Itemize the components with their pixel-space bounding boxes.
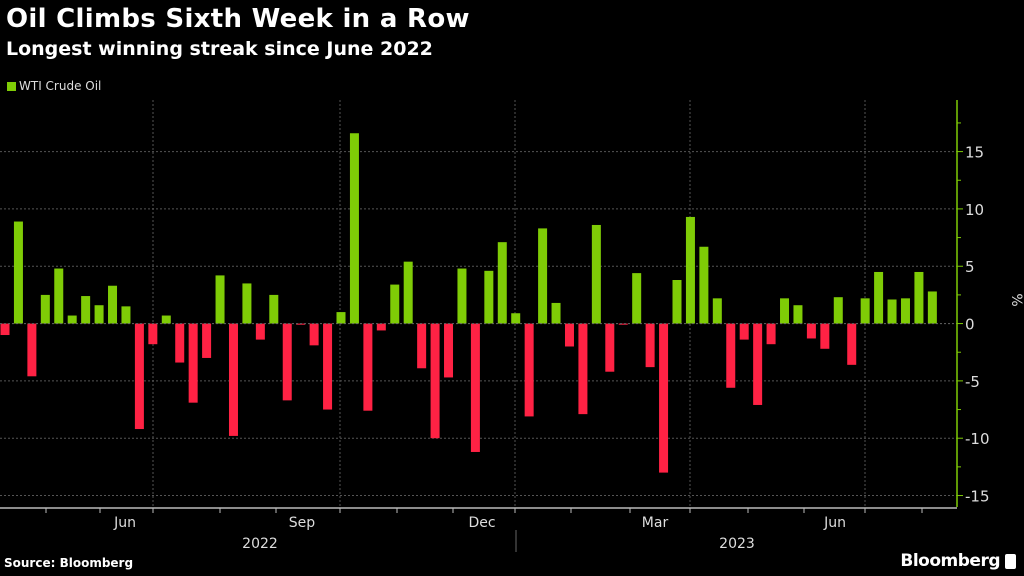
bar: 2022-10-14: -7.6% <box>363 323 373 411</box>
bar: 2022-10-28: 3.4% <box>390 284 400 324</box>
bar: 2022-04-22: -4.6% <box>27 323 37 377</box>
x-year-label: 2022 <box>242 536 278 552</box>
bar: 2023-02-24: -0.1% <box>618 323 628 325</box>
bar: 2023-06-30: 2.2% <box>860 298 870 324</box>
y-axis-label: % <box>1008 293 1024 306</box>
bar: 2022-12-02: 4.8% <box>457 268 467 324</box>
bar: 2022-08-05: -9.8% <box>228 323 238 436</box>
bar: 2022-05-27: 1.6% <box>94 305 104 324</box>
bar: 2023-04-07: 6.7% <box>699 246 709 324</box>
bar: 2023-08-04: 2.8% <box>927 291 937 324</box>
bar: 2022-08-19: -1.4% <box>255 323 265 340</box>
bar: 2022-11-04: 5.4% <box>403 261 413 324</box>
bar: 2022-09-30: 1% <box>336 312 346 324</box>
bar: 2022-05-06: 4.8% <box>54 268 64 324</box>
bar: 2023-03-03: 4.4% <box>632 273 642 324</box>
bar: 2023-07-14: 2.1% <box>887 299 897 324</box>
y-tick-label: 0 <box>965 316 975 334</box>
bar: 2022-12-09: -11.2% <box>470 323 480 452</box>
y-tick-label: 10 <box>965 201 984 219</box>
bloomberg-logo: Bloomberg <box>900 551 1016 571</box>
brand-text: Bloomberg <box>900 551 1000 571</box>
bar: 2022-07-08: -3.4% <box>175 323 185 363</box>
bar: 2022-12-23: 7.1% <box>497 242 507 324</box>
y-tick-label: -5 <box>965 373 980 391</box>
y-tick-label: 5 <box>965 258 975 276</box>
bar: 2022-11-18: -10% <box>430 323 440 439</box>
bar: 2022-04-08: -1% <box>0 323 10 336</box>
x-tick-label: Mar <box>642 515 669 531</box>
bar: 2022-04-29: 2.5% <box>40 294 50 324</box>
bar: 2022-12-16: 4.6% <box>484 270 494 324</box>
bar: 2023-01-27: -2% <box>564 323 574 347</box>
bar: 2023-06-02: -1.3% <box>806 323 816 339</box>
bar: 2023-05-05: -7.1% <box>753 323 763 405</box>
bar: 2023-02-10: 8.6% <box>591 224 601 324</box>
bar: 2022-09-16: -1.9% <box>309 323 319 346</box>
y-tick-label: 15 <box>965 144 984 162</box>
bar: 2022-07-01: 0.7% <box>161 315 171 324</box>
bar: 2023-03-10: -3.8% <box>645 323 655 368</box>
x-tick-label: Jun <box>113 515 136 531</box>
bar: 2022-09-23: -7.5% <box>323 323 333 410</box>
bar: 2023-01-13: 8.3% <box>538 228 548 324</box>
bar: 2023-07-21: 2.2% <box>900 298 910 324</box>
bar: 2022-08-12: 3.5% <box>242 283 252 324</box>
bar: 2022-05-20: 2.4% <box>81 296 91 324</box>
bar: 2023-05-26: 1.6% <box>793 305 803 324</box>
bar: 2022-07-22: -3% <box>202 323 212 358</box>
legend-label: WTI Crude Oil <box>19 79 102 93</box>
bar: 2023-07-28: 4.5% <box>914 271 924 324</box>
bar: 2022-07-15: -6.9% <box>188 323 198 403</box>
bar: 2023-03-24: 3.8% <box>672 279 682 324</box>
bar: 2023-05-19: 2.2% <box>780 298 790 324</box>
legend-swatch <box>7 81 16 91</box>
bar: 2023-05-12: -1.8% <box>766 323 776 345</box>
bar: 2023-04-14: 2.2% <box>712 298 722 324</box>
bar: 2023-02-17: -4.2% <box>605 323 615 372</box>
bar: 2023-06-16: 2.3% <box>833 297 843 324</box>
bar: 2022-06-17: -9.2% <box>134 323 144 430</box>
y-tick-label: -15 <box>965 488 990 506</box>
bar: 2023-06-23: -3.6% <box>847 323 857 365</box>
x-tick-label: Sep <box>289 515 316 531</box>
bar: 2023-04-28: -1.4% <box>739 323 749 340</box>
bar: 2022-10-07: 16.6% <box>349 133 359 324</box>
bar: 2023-02-03: -7.9% <box>578 323 588 415</box>
bar: 2022-05-13: 0.7% <box>67 315 77 324</box>
bloomberg-chart-icon <box>1005 553 1016 569</box>
bar: 2022-04-15: 8.9% <box>13 221 23 324</box>
chart-title: Oil Climbs Sixth Week in a Row <box>6 4 470 34</box>
bar: 2022-07-29: 4.2% <box>215 275 225 324</box>
bar: 2023-01-06: -8.1% <box>524 323 534 417</box>
bar: 2023-06-09: -2.2% <box>820 323 830 349</box>
x-tick-label: Jun <box>823 515 846 531</box>
bar: 2022-09-02: -6.7% <box>282 323 292 401</box>
bar: 2023-04-21: -5.6% <box>726 323 736 388</box>
bar: 2022-09-09: -0.1% <box>296 323 306 325</box>
bar: 2022-08-26: 2.5% <box>269 294 279 324</box>
bar: 2023-03-17: -13% <box>659 323 669 473</box>
bar: 2022-11-11: -3.9% <box>417 323 427 369</box>
source-note: Source: Bloomberg <box>4 556 134 570</box>
bar: 2022-12-30: 0.9% <box>511 313 521 324</box>
chart-subtitle: Longest winning streak since June 2022 <box>6 38 433 60</box>
bar: 2022-06-24: -1.8% <box>148 323 158 345</box>
bar: 2022-06-10: 1.5% <box>121 306 131 324</box>
bar: 2023-03-31: 9.3% <box>685 216 695 324</box>
bar: 2023-01-20: 1.8% <box>551 302 561 324</box>
bar: 2023-07-07: 4.5% <box>874 271 884 324</box>
bar: 2022-10-21: -0.6% <box>376 323 386 331</box>
x-year-label: 2023 <box>719 536 755 552</box>
y-tick-label: -10 <box>965 430 990 448</box>
legend: WTI Crude Oil <box>7 79 101 93</box>
bar: 2022-06-03: 3.3% <box>108 285 118 324</box>
bar: 2022-11-25: -4.7% <box>444 323 454 378</box>
x-tick-label: Dec <box>468 515 495 531</box>
